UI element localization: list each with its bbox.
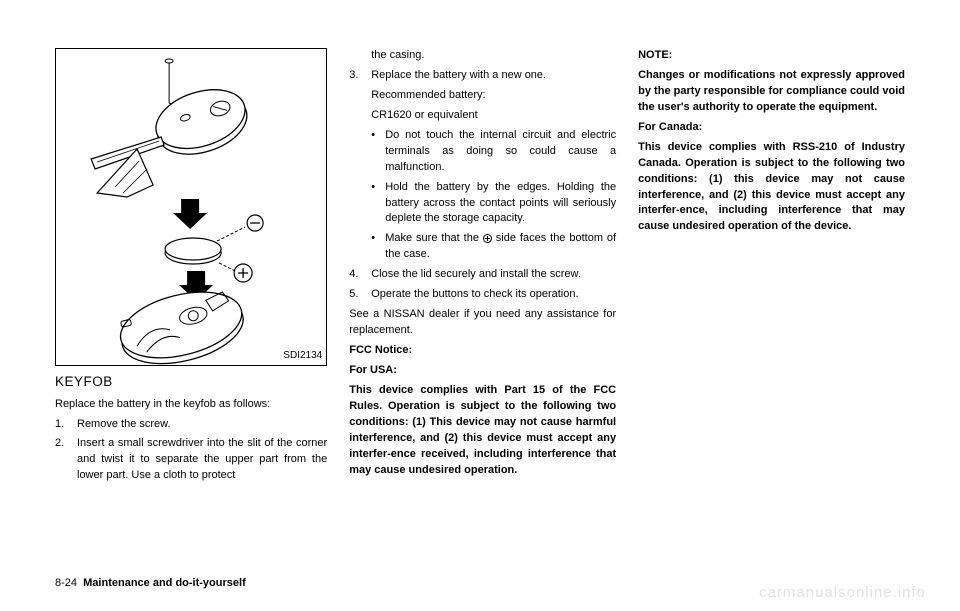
step-body: Operate the buttons to check its operati…: [371, 287, 616, 303]
for-canada-heading: For Canada:: [638, 120, 905, 136]
bullet-3: • Make sure that the side faces the bott…: [371, 231, 616, 263]
bullet-marker: •: [371, 231, 385, 263]
step-2-cont: the casing.: [371, 48, 616, 64]
keyfob-heading: KEYFOB: [55, 372, 327, 392]
intro-text: Replace the battery in the keyfob as fol…: [55, 397, 327, 413]
keyfob-diagram: SDI2134: [55, 48, 327, 366]
fcc-notice-heading: FCC Notice:: [349, 343, 616, 359]
step-num: 4.: [349, 267, 371, 283]
step-num: 3.: [349, 68, 371, 84]
step-body: Remove the screw.: [77, 417, 327, 433]
step-3: 3. Replace the battery with a new one.: [349, 68, 616, 84]
step-body: Close the lid securely and install the s…: [371, 267, 616, 283]
watermark: carmanualsonline.info: [759, 584, 926, 601]
canada-compliance-text: This device complies with RSS-210 of Ind…: [638, 140, 905, 236]
section-title: Maintenance and do-it-yourself: [83, 577, 246, 589]
page-footer: 8-24 Maintenance and do-it-yourself: [55, 577, 246, 589]
step-1: 1. Remove the screw.: [55, 417, 327, 433]
note-heading: NOTE:: [638, 48, 905, 64]
bullet-body: Make sure that the side faces the bottom…: [385, 231, 616, 263]
bullet-marker: •: [371, 180, 385, 228]
step-5: 5. Operate the buttons to check its oper…: [349, 287, 616, 303]
rec-battery-label: Recommended battery:: [371, 88, 616, 104]
for-usa-heading: For USA:: [349, 363, 616, 379]
step-body: Replace the battery with a new one.: [371, 68, 616, 84]
step-num: 5.: [349, 287, 371, 303]
bullet-marker: •: [371, 128, 385, 176]
plus-icon: [483, 234, 492, 243]
bullet-2: • Hold the battery by the edges. Holding…: [371, 180, 616, 228]
step-num: 2.: [55, 436, 77, 484]
usa-compliance-text: This device complies with Part 15 of the…: [349, 383, 616, 479]
bullet-1: • Do not touch the internal circuit and …: [371, 128, 616, 176]
step-body: Insert a small screwdriver into the slit…: [77, 436, 327, 484]
rec-battery-value: CR1620 or equivalent: [371, 108, 616, 124]
bullet-body: Hold the battery by the edges. Holding t…: [385, 180, 616, 228]
diagram-label: SDI2134: [283, 349, 322, 364]
keyfob-svg: [56, 49, 326, 365]
page-number: 8-24: [55, 577, 77, 589]
step-2: 2. Insert a small screwdriver into the s…: [55, 436, 327, 484]
step-num: 1.: [55, 417, 77, 433]
note-text: Changes or modifications not expressly a…: [638, 68, 905, 116]
step-4: 4. Close the lid securely and install th…: [349, 267, 616, 283]
see-dealer: See a NISSAN dealer if you need any assi…: [349, 307, 616, 339]
bullet-body: Do not touch the internal circuit and el…: [385, 128, 616, 176]
